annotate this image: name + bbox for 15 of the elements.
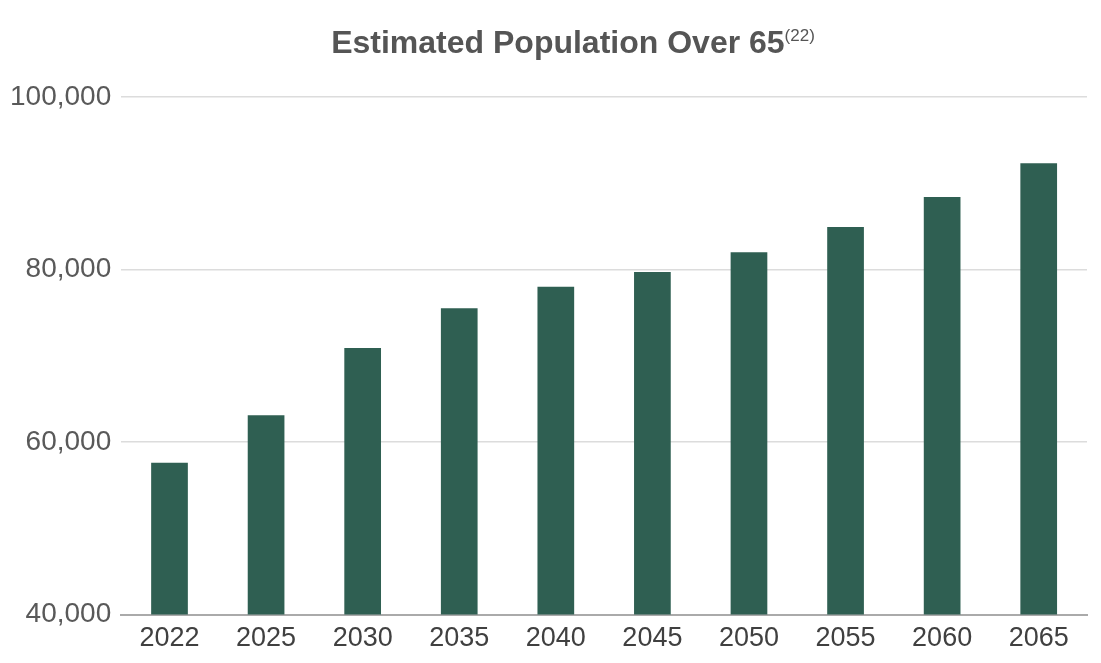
x-tick-label: 2035 bbox=[429, 622, 490, 653]
y-tick-label: 100,000 bbox=[9, 79, 112, 111]
x-tick-label: 2060 bbox=[912, 622, 973, 653]
x-tick-label: 2025 bbox=[236, 622, 297, 653]
x-tick-label: 2055 bbox=[815, 622, 876, 653]
y-tick-label: 40,000 bbox=[25, 597, 112, 629]
x-tick-label: 2040 bbox=[525, 622, 586, 653]
x-tick-label: 2022 bbox=[139, 622, 200, 653]
x-tick-label: 2030 bbox=[332, 622, 393, 653]
y-tick-label: 80,000 bbox=[25, 252, 112, 284]
y-tick-label: 60,000 bbox=[25, 424, 112, 456]
x-tick-label: 2050 bbox=[718, 622, 780, 653]
chart-title: Estimated Population Over 65$^{(22)}$ bbox=[330, 22, 816, 62]
x-tick-label: 2045 bbox=[622, 622, 683, 653]
x-tick-label: 2065 bbox=[1008, 622, 1069, 653]
